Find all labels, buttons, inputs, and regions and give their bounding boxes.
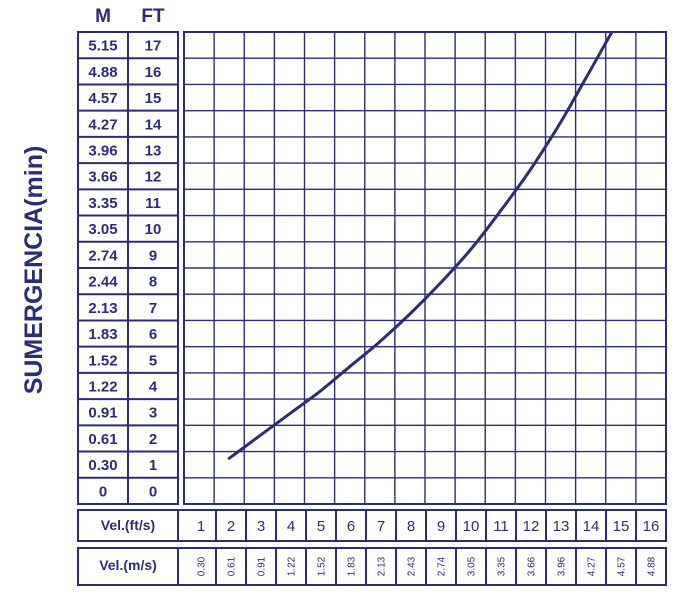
x-row-ft-frame [77,509,667,542]
y-tick-label-ft: 11 [145,195,161,212]
y-tick-label-m: 1.22 [88,379,117,396]
y-tick-label-m: 0.30 [88,457,117,474]
y-header-ft: FT [141,6,165,27]
x-tick-label-ms: 1.83 [347,556,358,576]
y-tick-label-ft: 17 [145,38,162,55]
x-tick-label-ms: 1.52 [317,556,328,576]
y-tick-label-m: 3.96 [88,143,117,160]
y-header-m: M [95,6,111,27]
y-tick-label-ft: 14 [145,116,162,133]
y-tick-label-ft: 8 [149,274,157,291]
y-tick-label-m: 4.27 [88,116,117,133]
y-axis-title: SUMERGENCIA(min) [20,146,48,395]
y-tick-label-ft: 7 [149,300,157,317]
x-tick-label-ft: 8 [407,518,415,535]
x-tick-label-ft: 15 [613,518,630,535]
x-tick-label-ms: 3.05 [467,556,478,576]
series-line [227,32,614,460]
x-tick-label-ft: 9 [437,518,445,535]
y-tick-label-ft: 2 [149,431,157,448]
y-tick-label-ft: 9 [149,247,157,264]
y-tick-label-ft: 13 [145,143,162,160]
y-tick-label-ft: 10 [145,221,162,238]
x-tick-label-ms: 4.27 [587,556,598,576]
x-tick-label-ms: 0.91 [257,556,268,576]
tick-labels: SUMERGENCIA(min) M FT Vel.(ft/s) Vel.(m/… [20,6,659,576]
y-tick-label-m: 1.52 [88,352,117,369]
x-tick-label-ft: 7 [377,518,385,535]
x-tick-label-ft: 16 [643,518,660,535]
x-tick-label-ft: 14 [583,518,600,535]
y-tick-label-m: 5.15 [88,38,117,55]
x-row-label-ms: Vel.(m/s) [99,557,157,573]
x-tick-label-ms: 2.43 [407,556,418,576]
x-row-ms-frame [77,547,667,586]
y-tick-label-m: 3.05 [88,221,117,238]
plot-grid [184,32,666,504]
y-tick-label-ft: 4 [149,379,158,396]
y-tick-label-ft: 16 [145,64,162,81]
x-tick-label-ms: 0.61 [227,556,238,576]
y-tick-label-ft: 3 [149,405,157,422]
y-tick-label-m: 0 [99,483,107,500]
x-tick-label-ms: 3.66 [527,556,538,576]
x-tick-label-ft: 13 [553,518,570,535]
y-tick-label-m: 2.44 [88,274,118,291]
y-tick-label-ft: 12 [145,169,162,186]
x-tick-label-ft: 4 [287,518,295,535]
x-tick-label-ft: 3 [257,518,265,535]
x-tick-label-ms: 1.22 [287,556,298,576]
x-tick-label-ft: 11 [493,518,509,535]
y-tick-label-ft: 5 [149,352,157,369]
y-tick-label-m: 2.13 [88,300,117,317]
y-tick-label-ft: 6 [149,326,157,343]
x-tick-label-ft: 5 [317,518,325,535]
y-tick-label-m: 4.57 [88,90,117,107]
y-tick-label-m: 3.66 [88,169,117,186]
x-tick-label-ms: 0.30 [197,556,208,576]
x-tick-label-ft: 1 [197,518,205,535]
y-tick-label-m: 1.83 [88,326,117,343]
y-tick-label-ft: 0 [149,483,157,500]
y-tick-label-m: 0.61 [88,431,117,448]
y-tick-label-ft: 1 [149,457,157,474]
x-tick-label-ms: 3.96 [557,556,568,576]
chart-frames [77,31,667,586]
y-tick-label-ft: 15 [145,90,162,107]
y-tick-label-m: 0.91 [88,405,117,422]
x-tick-label-ms: 2.13 [377,556,388,576]
x-tick-label-ft: 10 [463,518,480,535]
x-tick-label-ms: 2.74 [437,556,448,576]
x-tick-label-ft: 6 [347,518,355,535]
y-tick-label-m: 3.35 [88,195,117,212]
x-tick-label-ms: 4.88 [647,556,658,576]
series-curve-group [227,32,614,460]
x-tick-label-ft: 2 [227,518,235,535]
y-tick-label-m: 2.74 [88,247,118,264]
x-row-label-ft: Vel.(ft/s) [101,517,155,533]
x-tick-label-ft: 12 [523,518,540,535]
x-tick-label-ms: 4.57 [617,556,628,576]
x-tick-label-ms: 3.35 [497,556,508,576]
y-tick-label-m: 4.88 [88,64,117,81]
